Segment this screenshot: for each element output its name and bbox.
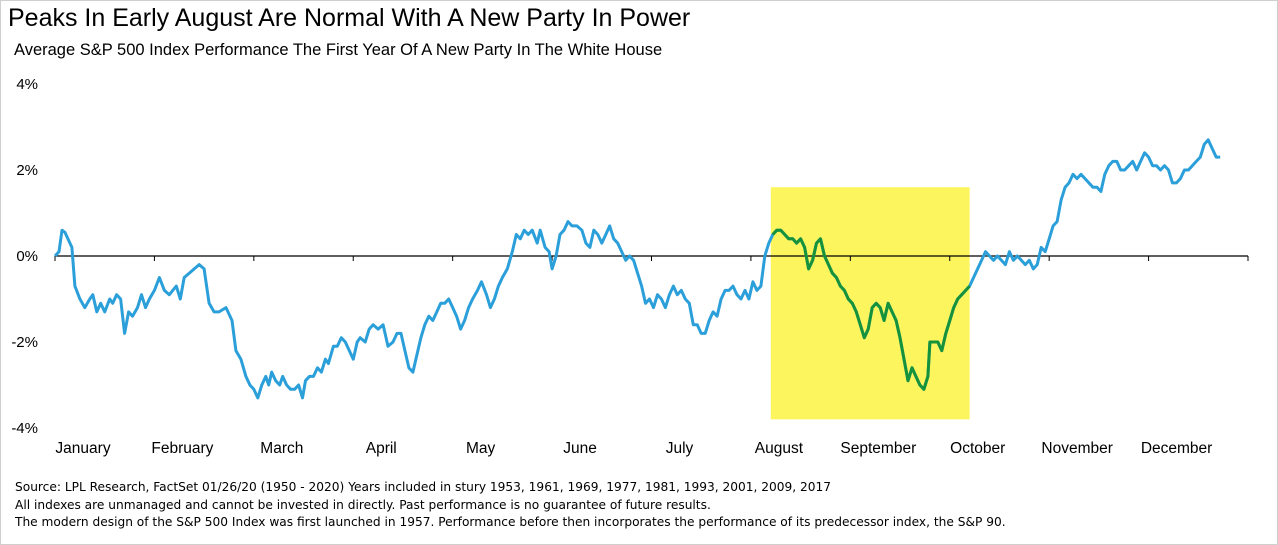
y-tick-label: -4% xyxy=(11,420,38,437)
highlighted-series-segment xyxy=(771,228,971,391)
line-chart: 4% 2% 0% -2% -4% January February March April May… xyxy=(11,76,1249,457)
y-tick-label: -2% xyxy=(11,334,38,351)
x-tick-label: March xyxy=(260,440,303,457)
methodology-note: The modern design of the S&P 500 Index w… xyxy=(15,515,1006,529)
x-tick-label: July xyxy=(666,440,694,457)
source-note: Source: LPL Research, FactSet 01/26/20 (… xyxy=(15,480,832,494)
y-tick-label: 2% xyxy=(16,162,38,179)
x-tick-label: September xyxy=(840,440,916,457)
series-line xyxy=(53,138,1221,400)
x-tick-label: August xyxy=(755,440,804,457)
disclaimer-note: All indexes are unmanaged and cannot be … xyxy=(15,497,711,512)
y-tick-label: 0% xyxy=(16,248,38,265)
x-tick-label: April xyxy=(366,440,397,457)
x-tick-label: May xyxy=(466,440,496,457)
x-tick-label: February xyxy=(151,440,213,457)
chart-subtitle: Average S&P 500 Index Performance The Fi… xyxy=(14,41,663,59)
x-tick-label: November xyxy=(1041,440,1113,457)
highlight-region xyxy=(770,187,970,420)
chart-title: Peaks In Early August Are Normal With A … xyxy=(8,4,691,32)
x-tick-label: October xyxy=(950,440,1005,457)
x-tick-label: June xyxy=(563,440,597,457)
x-tick-label: January xyxy=(55,440,110,457)
source-notes: Source: LPL Research, FactSet 01/26/20 (… xyxy=(15,479,1006,532)
y-tick-label: 4% xyxy=(16,76,38,93)
x-tick-label: December xyxy=(1141,440,1213,457)
